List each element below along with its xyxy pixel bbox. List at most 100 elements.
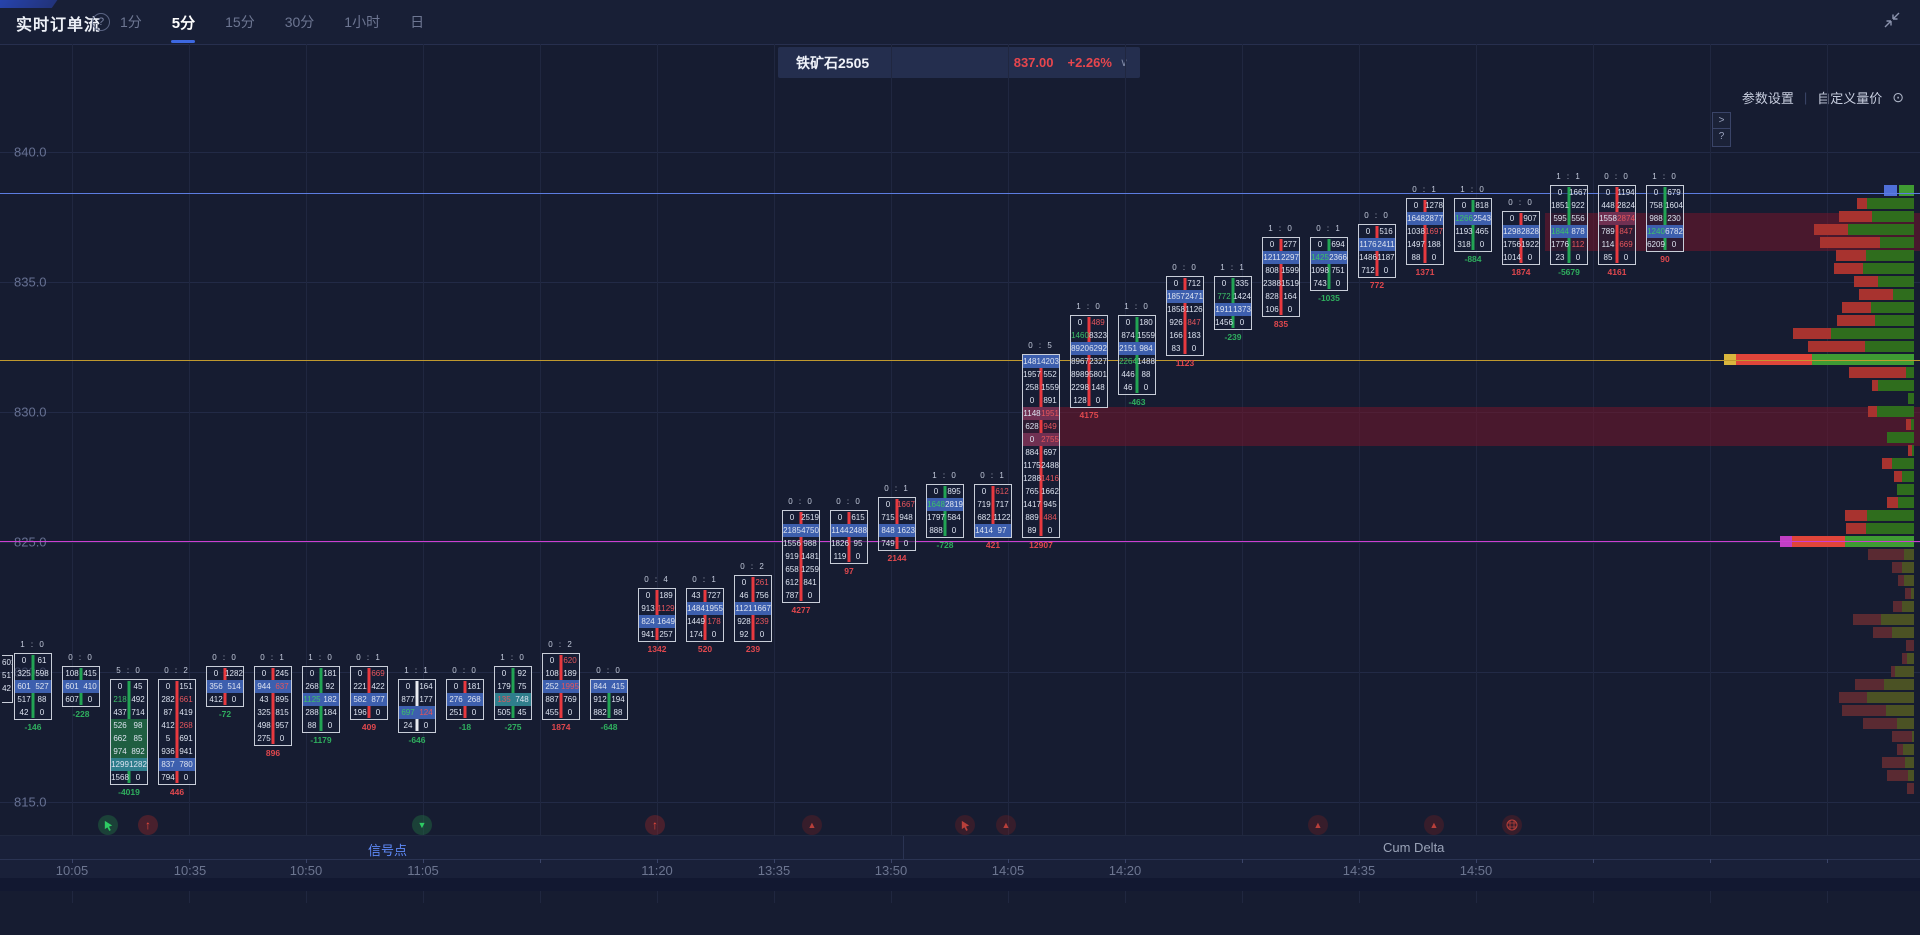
footprint-candle[interactable]: 0 : 2 0 151 282 661 87 419 412 268 5 691 936 941 837 7… xyxy=(158,666,196,797)
vp-bar-segment xyxy=(1836,250,1866,261)
vp-bar-segment xyxy=(1868,406,1877,417)
custom-volume-price-button[interactable]: 自定义量价 xyxy=(1817,91,1883,106)
ask-volume-cell: 751 xyxy=(1331,266,1345,275)
tab-timeframe-3[interactable]: 30分 xyxy=(284,14,315,30)
volume-profile-row xyxy=(0,588,1920,599)
candle-header-ratio: 0 : 0 xyxy=(1172,263,1198,272)
volume-profile-row xyxy=(0,224,1920,235)
vp-bar-segment xyxy=(1906,419,1911,430)
candle-price-row: 662 85 xyxy=(111,732,147,745)
footprint-candle[interactable]: 1 : 0 0 180 874 1559 2151 984 2264 1488 446 88 46 0-… xyxy=(1118,302,1156,407)
v-gridline xyxy=(1710,44,1711,903)
footprint-candle[interactable]: 1 : 0 0 181 268 92 1125 182 288 184 88 0 -1179 xyxy=(302,653,340,745)
footprint-candle[interactable]: 1 : 0 0 277 1211 2297 808 1599 2388 1519 828 164 10… xyxy=(1262,224,1300,329)
bid-volume-cell: 517 xyxy=(17,695,31,704)
candle-delta-value: 2144 xyxy=(887,553,907,563)
gear-icon[interactable]: ⊙ xyxy=(1892,89,1904,105)
footprint-candle[interactable]: 1 : 0 0 818 1266 2543 1193 465 318 0 -884 xyxy=(1454,185,1492,264)
signal-triangle-up-icon[interactable]: ▲ xyxy=(802,815,822,835)
footprint-candle[interactable]: 0 : 5 1481 4203 1957 552 258 1559 0 891 1148 1951 6… xyxy=(1022,341,1060,550)
footprint-candle[interactable]: 1 : 0 0 679 758 1604 988 230 1240 6782 6209 0 90 xyxy=(1646,172,1684,264)
candle-price-row: 1175 2488 xyxy=(1023,459,1059,472)
orderflow-chart[interactable]: 840.0835.0830.0825.0820.0815.0601517421 … xyxy=(0,44,1920,935)
candle-price-row: 928 239 xyxy=(735,615,771,628)
footprint-candle[interactable]: 0 : 0 108 415 601 410 607 0 -228 xyxy=(62,653,100,719)
vp-bar-segment xyxy=(1906,367,1914,378)
footprint-candle[interactable]: 1 : 0 0 489 1460 8323 8920 6292 8967 2327 8989 580… xyxy=(1070,302,1108,420)
ask-volume-cell: 1662 xyxy=(1041,487,1059,496)
footprint-candle[interactable]: 0 : 0 0 907 1298 2828 1756 1922 1014 0 1874 xyxy=(1502,198,1540,277)
footprint-candle[interactable]: 0 : 1 0 669 221 422 582 877 196 0 409 xyxy=(350,653,388,732)
candle-direction-line xyxy=(1519,213,1523,263)
tab-timeframe-1[interactable]: 5分 xyxy=(170,0,197,45)
candle-delta-value: -463 xyxy=(1128,397,1146,407)
signal-triangle-up-icon[interactable]: ▲ xyxy=(1308,815,1328,835)
panel-help-button[interactable]: ? xyxy=(1712,128,1731,147)
footprint-candle[interactable]: 1 : 1 0 164 877 177 697 124 24 0 -646 xyxy=(398,666,436,745)
ask-volume-cell: 0 xyxy=(1431,253,1437,262)
ask-volume-cell: 97 xyxy=(997,526,1007,535)
symbol-selector[interactable]: 铁矿石2505 837.00 +2.26% ∨ xyxy=(778,47,1140,78)
signal-cursor-icon[interactable] xyxy=(98,815,118,835)
footprint-candle[interactable]: 0 : 2 0 620 108 189 252 1995 887 769 455 0 1874 xyxy=(542,640,580,732)
time-axis[interactable] xyxy=(0,860,1920,878)
volume-profile-row xyxy=(0,393,1920,404)
signal-triangle-down-icon[interactable]: ▼ xyxy=(412,815,432,835)
footprint-candle[interactable]: 0 : 1 0 245 944 637 43 895 325 815 498 957 275 0 896 xyxy=(254,653,292,758)
ask-volume-cell: 669 xyxy=(371,669,385,678)
footprint-candle[interactable]: 1 : 0 0 895 1648 2819 1797 584 888 0 -728 xyxy=(926,471,964,550)
signal-triangle-up-icon[interactable]: ▲ xyxy=(996,815,1016,835)
signal-burst-icon[interactable] xyxy=(1502,815,1522,835)
footprint-candle[interactable]: 1 : 0 0 92 179 75 135 748 505 45 -275 xyxy=(494,653,532,732)
vp-bar-segment xyxy=(1736,354,1812,365)
footprint-candle[interactable]: 5 : 0 0 45 218 492 437 714 526 98 662 85 974 892 1299… xyxy=(110,666,148,797)
ask-volume-cell: 1519 xyxy=(1281,279,1299,288)
x-axis-label: 14:20 xyxy=(1108,863,1142,878)
tab-timeframe-4[interactable]: 1小时 xyxy=(344,14,381,30)
footprint-candle[interactable]: 0 : 1 0 1278 1648 2877 1038 1697 1497 188 88 0 1371 xyxy=(1406,185,1444,277)
footprint-candle[interactable]: 1 : 0 0 61 325 598 601 527 517 88 42 0 -146 xyxy=(14,640,52,732)
tab-timeframe-2[interactable]: 15分 xyxy=(225,14,255,30)
candle-price-row: 1288 1416 xyxy=(1023,472,1059,485)
ask-volume-cell: 88 xyxy=(1141,370,1151,379)
footprint-candle[interactable]: 0 : 0 0 2519 2185 4750 1556 988 919 1481 658 1259 6… xyxy=(782,497,820,615)
footprint-candle[interactable]: 0 : 0 0 181 276 268 251 0 -18 xyxy=(446,666,484,732)
footprint-candle[interactable]: 0 : 1 0 612 719 717 682 1122 1414 97 421 xyxy=(974,471,1012,550)
vp-bar-segment xyxy=(1724,354,1736,365)
candle-header-ratio: 0 : 0 xyxy=(596,666,622,675)
ask-volume-cell: 841 xyxy=(803,578,817,587)
signal-cursor-icon[interactable] xyxy=(955,815,975,835)
footprint-candle[interactable]: 0 : 2 0 261 46 756 1121 1667 928 239 92 0 239 xyxy=(734,562,772,654)
volume-profile-row xyxy=(0,575,1920,586)
tab-timeframe-5[interactable]: 日 xyxy=(410,14,425,30)
x-axis-tick xyxy=(1827,859,1828,863)
footprint-candle[interactable]: 0 : 4 0 189 913 1129 824 1649 941 257 1342 xyxy=(638,575,676,654)
candle-price-row: 92 0 xyxy=(735,628,771,641)
signal-triangle-up-icon[interactable]: ▲ xyxy=(1424,815,1444,835)
signal-arrow-up-icon[interactable]: ↑ xyxy=(138,815,158,835)
footprint-candle[interactable]: 0 : 0 0 712 1857 2471 1858 1126 926 847 166 183 83 0… xyxy=(1166,263,1204,368)
candle-delta-value: 520 xyxy=(697,644,713,654)
footprint-candle[interactable]: 1 : 1 0 1667 1851 922 595 556 1844 878 1776 112 23 0… xyxy=(1550,172,1588,277)
footprint-candle[interactable]: 0 : 0 0 1282 356 514 412 0 -72 xyxy=(206,653,244,719)
ask-volume-cell: 0 xyxy=(231,695,237,704)
volume-profile-row xyxy=(0,237,1920,248)
footprint-candle[interactable]: 0 : 0 844 415 912 194 882 88 -648 xyxy=(590,666,628,732)
bid-volume-cell: 119 xyxy=(833,552,847,561)
footprint-candle[interactable]: 0 : 1 0 1667 715 948 848 1623 749 0 2144 xyxy=(878,484,916,563)
footprint-candle[interactable]: 0 : 1 0 694 1425 2366 1098 751 743 0 -1035 xyxy=(1310,224,1348,303)
vp-bar-segment xyxy=(1884,185,1897,196)
ask-volume-cell: 1623 xyxy=(897,526,915,535)
footprint-candle[interactable]: 0 : 0 0 516 1176 2411 1486 1187 712 0 772 xyxy=(1358,211,1396,290)
footprint-candle[interactable]: 0 : 1 43 727 1484 1955 1449 178 174 0 520 xyxy=(686,575,724,654)
bid-volume-cell: 743 xyxy=(1313,279,1327,288)
collapse-icon[interactable] xyxy=(1882,10,1902,30)
footprint-candle[interactable]: 0 : 0 0 1194 448 2824 1558 2874 789 847 114 669 85 0… xyxy=(1598,172,1636,277)
tab-timeframe-0[interactable]: 1分 xyxy=(120,14,142,30)
footprint-candle[interactable]: 1 : 1 0 335 772 1424 1911 1373 1456 0 -239 xyxy=(1214,263,1252,342)
help-icon[interactable]: ? xyxy=(92,13,110,31)
signal-arrow-up-icon[interactable]: ↑ xyxy=(645,815,665,835)
param-settings-button[interactable]: 参数设置 xyxy=(1741,91,1794,106)
ask-volume-cell: 1481 xyxy=(801,552,819,561)
footprint-candle[interactable]: 0 : 0 0 615 1144 2488 1826 95 119 0 97 xyxy=(830,497,868,576)
